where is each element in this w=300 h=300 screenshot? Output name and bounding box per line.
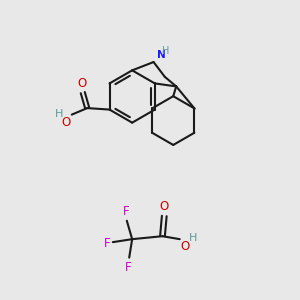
Text: H: H <box>163 46 170 56</box>
Text: O: O <box>160 200 169 213</box>
Text: O: O <box>77 77 86 90</box>
Text: O: O <box>61 116 70 129</box>
Text: F: F <box>125 261 132 274</box>
Text: N: N <box>157 50 166 60</box>
Text: H: H <box>189 233 197 243</box>
Text: F: F <box>123 206 129 218</box>
Text: H: H <box>55 109 63 119</box>
Text: F: F <box>104 237 110 250</box>
Text: O: O <box>181 240 190 253</box>
